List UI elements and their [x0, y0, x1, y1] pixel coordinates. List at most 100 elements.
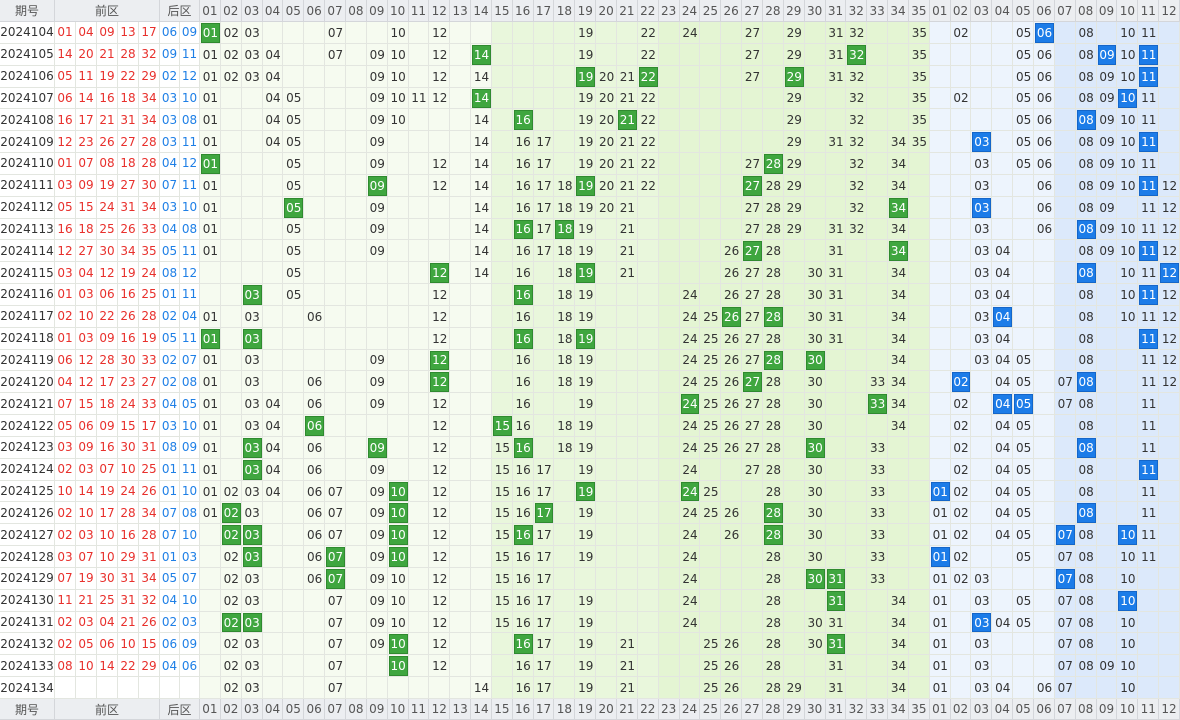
grid-cell — [700, 611, 722, 634]
grid-cell — [867, 284, 889, 306]
grid-cell — [200, 131, 221, 154]
grid-cell — [846, 633, 868, 656]
grid-cell — [345, 174, 367, 197]
trend-number: 10 — [1120, 266, 1136, 281]
trend-number: 05 — [1015, 113, 1032, 128]
grid-cell — [1034, 240, 1055, 263]
trend-number: 04 — [265, 397, 281, 412]
trend-number: 11 — [1141, 25, 1157, 40]
trend-number: 07 — [327, 506, 344, 521]
back-number: 12 — [180, 262, 200, 285]
grid-cell — [617, 43, 638, 66]
back-number: 04 — [160, 153, 180, 175]
grid-cell — [929, 393, 951, 416]
grid-cell — [429, 43, 451, 66]
trend-number: 31 — [828, 135, 844, 150]
grid-cell — [783, 502, 805, 525]
trend-number: 10 — [1120, 178, 1136, 193]
trend-number: 09 — [1099, 135, 1115, 150]
grid-cell — [283, 109, 305, 132]
grid-cell — [262, 262, 284, 285]
trend-number: 09 — [1099, 69, 1115, 84]
issue-cell: 2024117 — [0, 305, 55, 328]
grid-cell — [450, 218, 472, 241]
grid-cell — [471, 109, 492, 132]
trend-number: 05 — [1015, 91, 1032, 106]
trend-number: 10 — [390, 113, 406, 128]
grid-cell — [1096, 633, 1118, 656]
grid-cell — [387, 65, 409, 88]
grid-cell — [700, 153, 722, 175]
grid-cell — [1054, 22, 1076, 44]
grid-cell — [1159, 174, 1180, 197]
trend-number: 19 — [578, 397, 594, 412]
grid-cell — [262, 327, 284, 350]
trend-number: 32 — [849, 178, 865, 193]
grid-cell — [867, 611, 889, 634]
front-number: 26 — [118, 305, 139, 328]
hit-number: 33 — [868, 394, 888, 415]
grid-cell — [533, 218, 555, 241]
grid-cell — [867, 305, 889, 328]
grid-cell — [1054, 65, 1076, 88]
trend-number: 16 — [515, 200, 531, 215]
trend-number: 07 — [327, 25, 344, 40]
issue-cell: 2024128 — [0, 546, 55, 568]
front-col-header: 35 — [908, 0, 930, 22]
grid-cell — [908, 480, 930, 503]
grid-cell — [387, 415, 409, 437]
grid-cell — [950, 65, 972, 88]
grid-cell — [325, 22, 346, 44]
back-number: 01 — [160, 284, 180, 306]
front-col-header: 17 — [533, 0, 555, 22]
grid-cell — [971, 546, 993, 568]
trend-number: 07 — [1057, 681, 1073, 696]
trend-number: 21 — [619, 156, 636, 171]
front-col-header: 12 — [429, 699, 451, 720]
trend-number: 10 — [1120, 287, 1136, 302]
trend-number: 29 — [786, 135, 802, 150]
trend-number: 03 — [974, 266, 990, 281]
grid-cell — [783, 196, 805, 219]
trend-number: 11 — [1141, 550, 1157, 565]
grid-cell — [908, 567, 930, 590]
grid-cell — [825, 502, 847, 525]
trend-number: 09 — [369, 375, 385, 390]
grid-cell — [471, 546, 492, 568]
grid-cell — [783, 262, 805, 285]
grid-cell — [867, 589, 889, 612]
front-number: 17 — [76, 109, 97, 132]
grid-cell — [762, 174, 784, 197]
trend-number: 14 — [473, 266, 490, 281]
front-col-header: 12 — [429, 0, 451, 22]
grid-cell — [450, 174, 472, 197]
grid-cell — [1159, 611, 1180, 634]
grid-cell — [1034, 109, 1055, 132]
trend-number: 09 — [1099, 200, 1115, 215]
trend-number: 10 — [1120, 637, 1136, 652]
grid-cell — [1138, 218, 1160, 241]
trend-number: 07 — [327, 637, 344, 652]
front-col-header: 18 — [554, 0, 576, 22]
hit-number: 19 — [576, 481, 596, 502]
grid-cell — [1159, 218, 1180, 241]
grid-cell — [846, 349, 868, 372]
trend-number: 27 — [744, 309, 761, 324]
grid-cell — [1034, 524, 1055, 547]
trend-number: 20 — [598, 91, 615, 106]
grid-cell — [304, 633, 326, 656]
issue-cell: 2024130 — [0, 589, 55, 612]
grid-cell — [1013, 655, 1035, 678]
grid-cell — [783, 218, 805, 241]
trend-number: 28 — [765, 222, 782, 237]
trend-number: 27 — [744, 25, 761, 40]
back-number: 09 — [160, 43, 180, 66]
trend-number: 34 — [890, 266, 907, 281]
trend-number: 35 — [911, 91, 927, 106]
front-number: 31 — [118, 196, 139, 219]
front-number: 02 — [55, 524, 76, 547]
trend-number: 21 — [619, 659, 636, 674]
grid-cell — [742, 524, 763, 547]
grid-cell — [992, 22, 1014, 44]
trend-number: 17 — [536, 615, 552, 630]
